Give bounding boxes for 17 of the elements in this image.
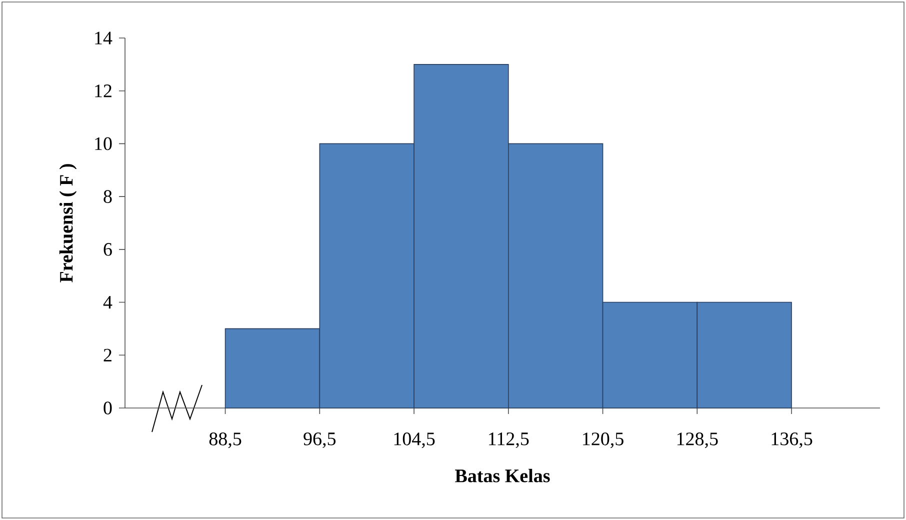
y-tick-label: 8 bbox=[104, 190, 112, 203]
y-axis-title: Frekuensi ( F ) bbox=[59, 164, 77, 282]
x-tick-label: 112,5 bbox=[489, 432, 529, 448]
x-tick-label: 104,5 bbox=[394, 432, 435, 448]
y-tick-label: 0 bbox=[104, 402, 112, 414]
x-axis-title: Batas Kelas bbox=[455, 468, 550, 482]
y-tick-label: 10 bbox=[95, 137, 112, 150]
y-tick-label: 6 bbox=[104, 243, 112, 256]
x-tick-label: 88,5 bbox=[209, 432, 242, 448]
x-tick-label: 136,5 bbox=[772, 432, 812, 448]
y-tick-label: 2 bbox=[104, 348, 112, 362]
y-tick-label: 12 bbox=[95, 84, 112, 98]
y-tick-label: 4 bbox=[103, 296, 112, 309]
x-tick-label: 96,5 bbox=[304, 432, 336, 448]
y-tick-label: 14 bbox=[95, 32, 112, 44]
x-tick-label: 120,5 bbox=[583, 432, 624, 448]
x-tick-label: 128,5 bbox=[677, 432, 718, 448]
